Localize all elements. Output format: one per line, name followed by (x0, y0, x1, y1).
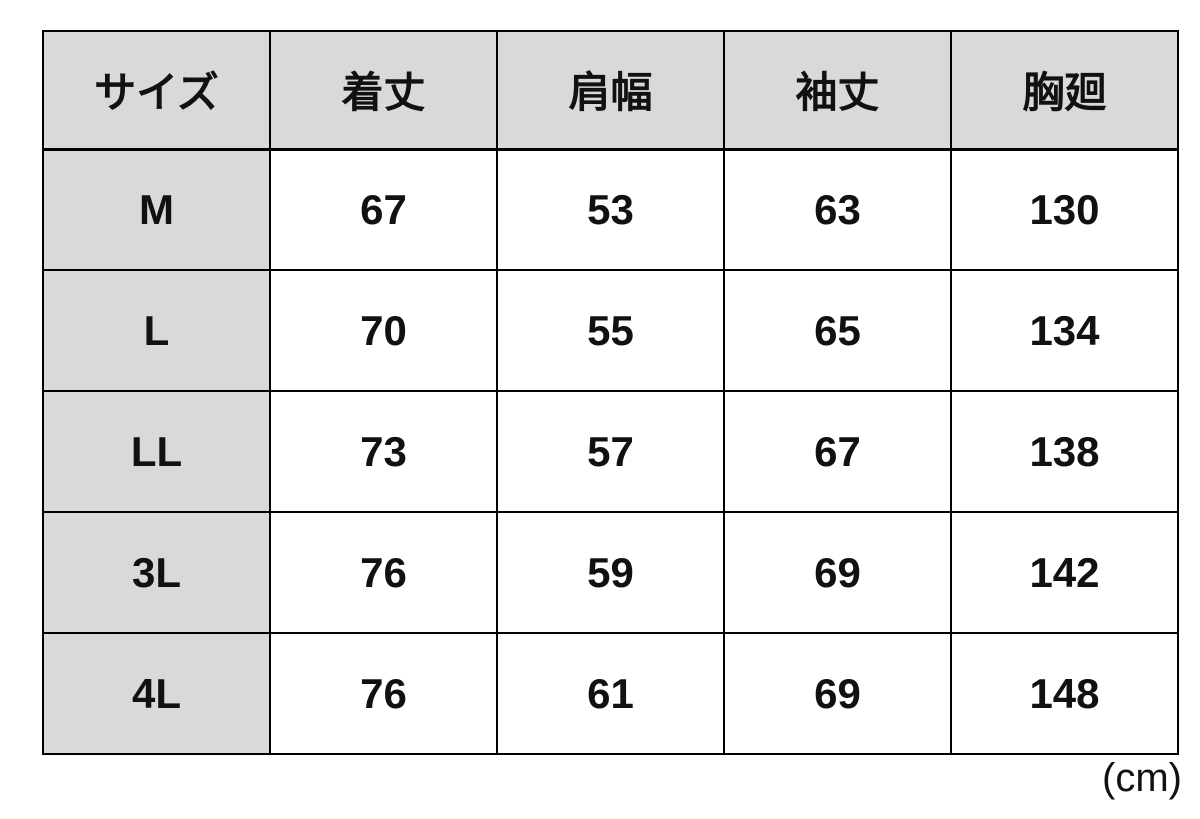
row-label-3l: 3L (42, 511, 271, 634)
cell-m-sleeve: 63 (723, 148, 952, 271)
header-cell-sleeve: 袖丈 (723, 30, 952, 151)
table-row-m: M 67 53 63 130 (42, 148, 1179, 271)
cell-l-length: 70 (269, 269, 498, 392)
cell-ll-length: 73 (269, 390, 498, 513)
unit-note: (cm) (1102, 756, 1182, 800)
cell-4l-chest: 148 (950, 632, 1179, 755)
header-cell-chest: 胸廻 (950, 30, 1179, 151)
cell-ll-chest: 138 (950, 390, 1179, 513)
header-cell-size: サイズ (42, 30, 271, 151)
cell-ll-sleeve: 67 (723, 390, 952, 513)
table-row-3l: 3L 76 59 69 142 (42, 511, 1179, 634)
cell-l-chest: 134 (950, 269, 1179, 392)
cell-3l-chest: 142 (950, 511, 1179, 634)
table-row-l: L 70 55 65 134 (42, 269, 1179, 392)
row-label-4l: 4L (42, 632, 271, 755)
cell-m-chest: 130 (950, 148, 1179, 271)
header-row: サイズ 着丈 肩幅 袖丈 胸廻 (42, 30, 1179, 151)
cell-l-shoulder: 55 (496, 269, 725, 392)
cell-4l-shoulder: 61 (496, 632, 725, 755)
header-cell-length: 着丈 (269, 30, 498, 151)
table-row-ll: LL 73 57 67 138 (42, 390, 1179, 513)
cell-4l-length: 76 (269, 632, 498, 755)
cell-m-shoulder: 53 (496, 148, 725, 271)
row-label-l: L (42, 269, 271, 392)
row-label-m: M (42, 148, 271, 271)
cell-3l-length: 76 (269, 511, 498, 634)
cell-3l-shoulder: 59 (496, 511, 725, 634)
header-cell-shoulder: 肩幅 (496, 30, 725, 151)
row-label-ll: LL (42, 390, 271, 513)
cell-4l-sleeve: 69 (723, 632, 952, 755)
cell-l-sleeve: 65 (723, 269, 952, 392)
table-row-4l: 4L 76 61 69 148 (42, 632, 1179, 755)
cell-ll-shoulder: 57 (496, 390, 725, 513)
cell-3l-sleeve: 69 (723, 511, 952, 634)
size-chart-table: サイズ 着丈 肩幅 袖丈 胸廻 M 67 53 63 130 L 70 55 6… (42, 30, 1179, 755)
cell-m-length: 67 (269, 148, 498, 271)
